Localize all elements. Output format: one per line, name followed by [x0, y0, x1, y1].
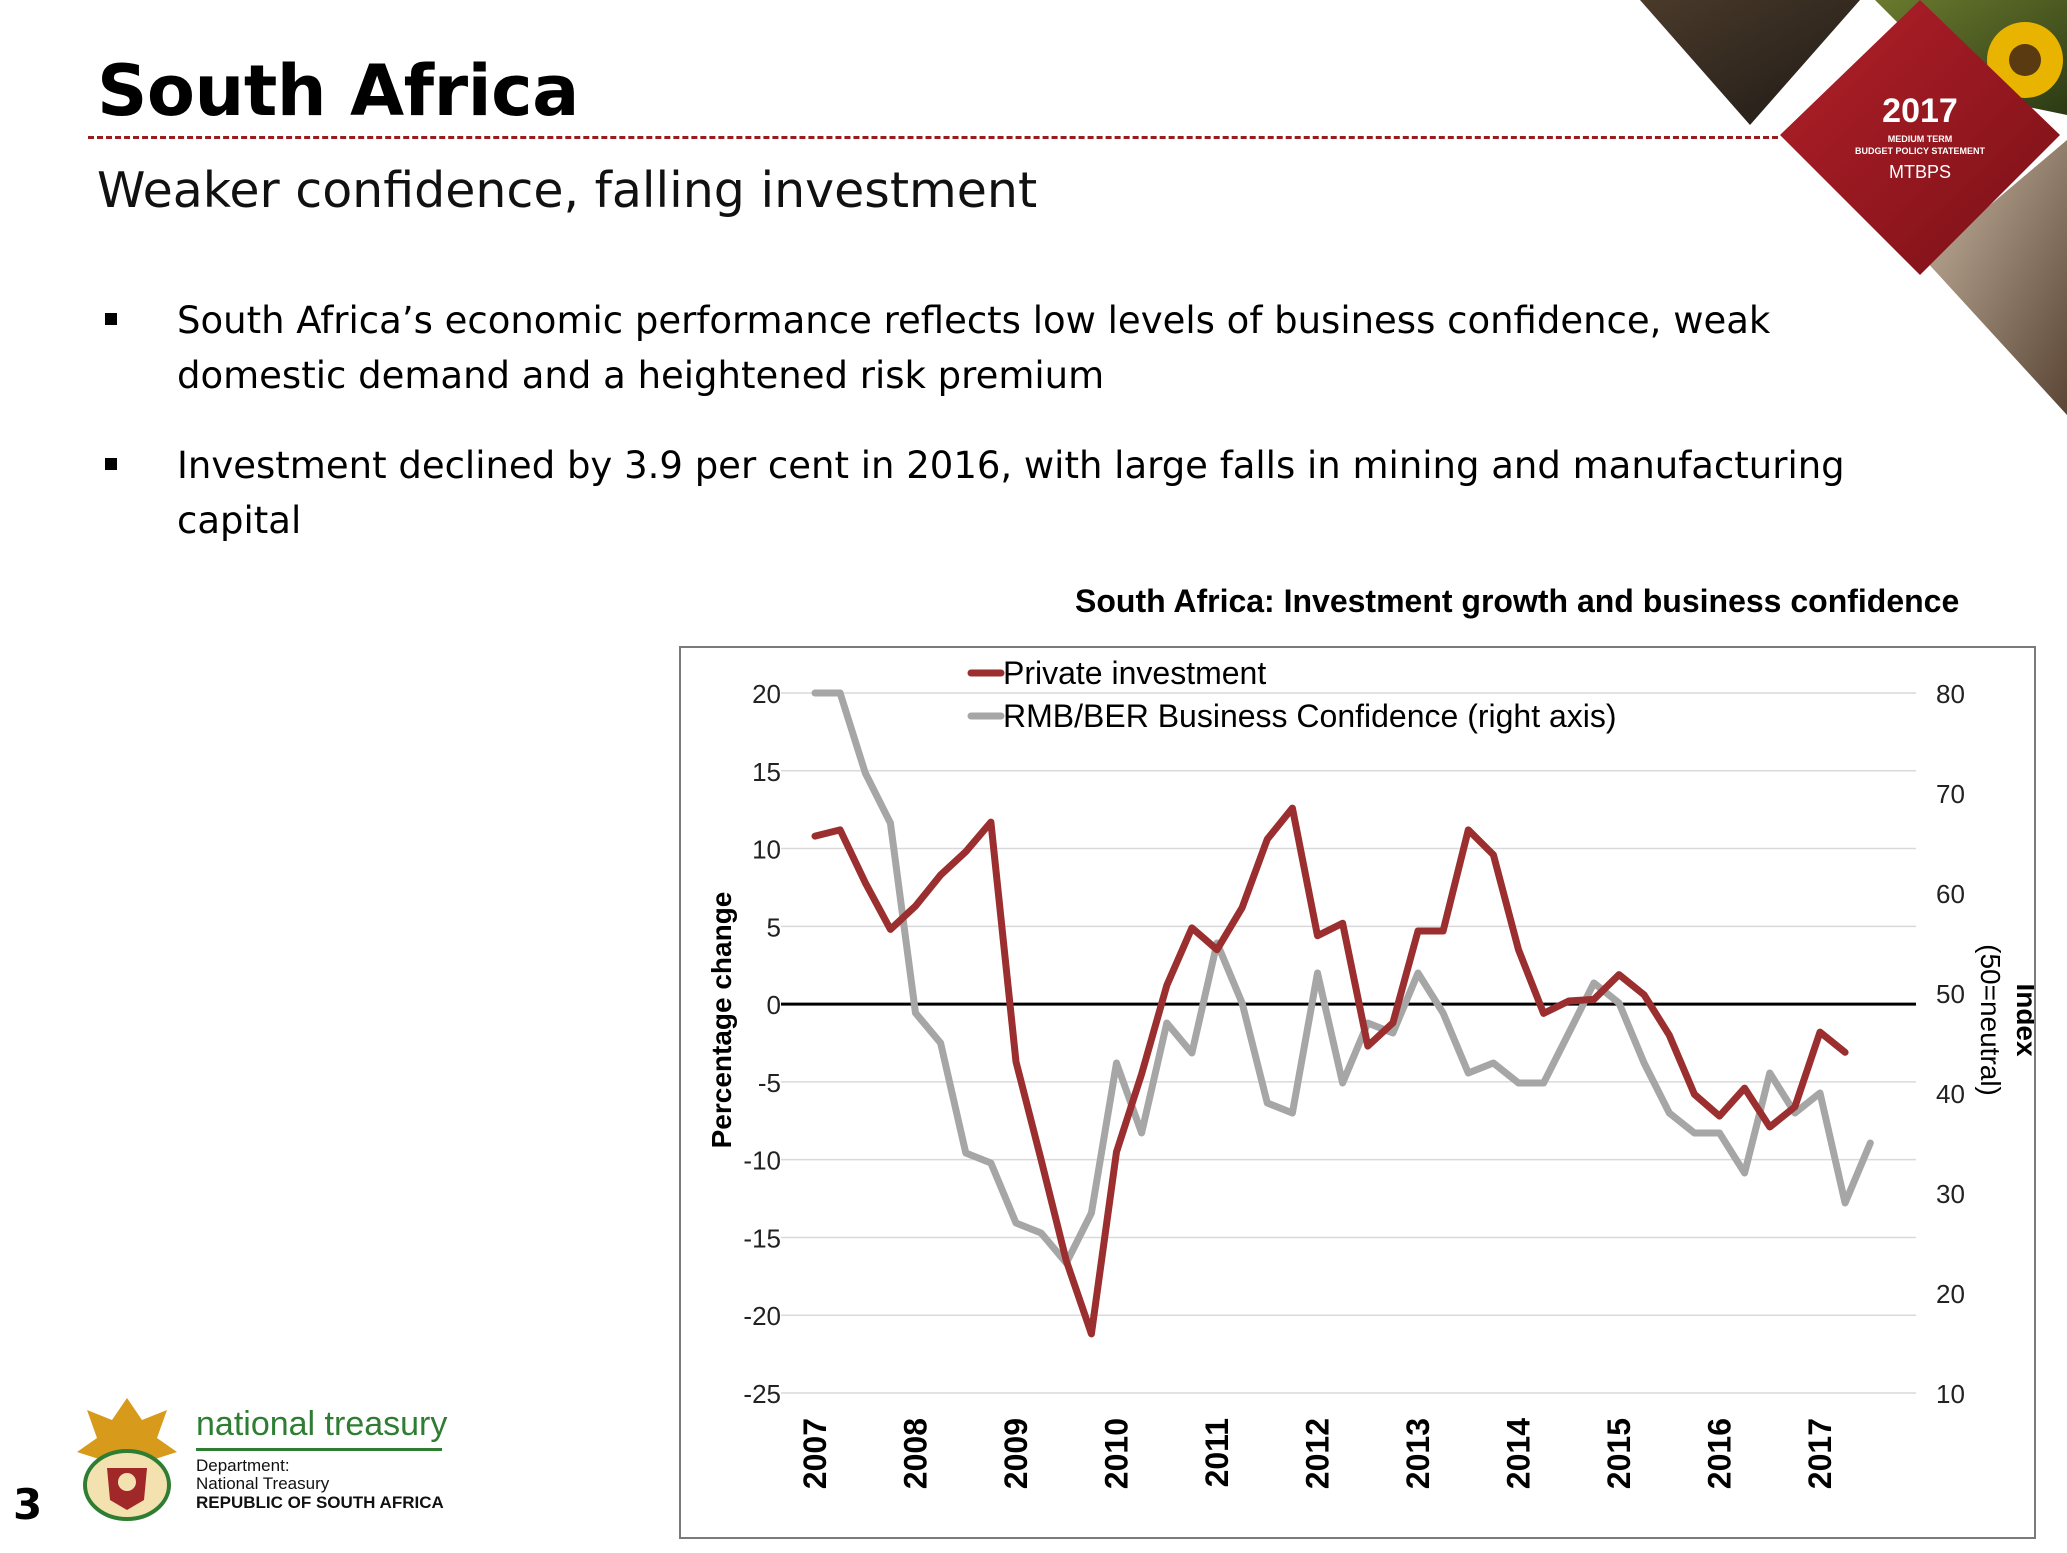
y-tick-label: -15	[743, 1223, 781, 1253]
mtbps-line1: MEDIUM TERM	[1888, 134, 1953, 144]
y2-tick-label: 70	[1936, 779, 1965, 809]
y-tick-label: 15	[752, 757, 781, 787]
x-tick-label: 2013	[1400, 1418, 1436, 1489]
slide-title: South Africa	[97, 50, 579, 132]
x-tick-label: 2011	[1199, 1418, 1235, 1487]
chart-frame: 20 15 10 5 0 -5 -10 -15 -20 -25 80 70 60 50 40 30 20 10 20…	[679, 646, 2036, 1539]
treasury-wordmark: national treasury	[196, 1405, 448, 1443]
treasury-sub: National Treasury	[196, 1474, 330, 1493]
y2-tick-label: 60	[1936, 879, 1965, 909]
bullet-square-icon	[105, 458, 117, 470]
slide-number: 3	[13, 1480, 43, 1529]
gridlines	[781, 692, 1916, 1394]
y-tick-label: 10	[752, 835, 781, 865]
x-tick-label: 2017	[1802, 1418, 1838, 1489]
mtbps-logo: 2017 MEDIUM TERM BUDGET POLICY STATEMENT…	[1640, 0, 2067, 415]
x-tick-label: 2015	[1601, 1418, 1637, 1489]
legend: Private investment RMB/BER Business Confi…	[967, 655, 1617, 734]
x-tick-label: 2007	[797, 1418, 833, 1489]
bullet-text: Investment declined by 3.9 per cent in 2…	[177, 444, 1845, 542]
y-tick-label: -10	[743, 1146, 781, 1176]
x-tick-label: 2014	[1501, 1418, 1537, 1489]
y-tick-label: 0	[767, 990, 781, 1020]
y2-axis-label: Index	[2011, 983, 2034, 1057]
treasury-country: REPUBLIC OF SOUTH AFRICA	[196, 1493, 444, 1512]
line-chart: 20151050-5-10-15-20-25807060504030201020…	[706, 655, 2034, 1489]
y-tick-label: 20	[752, 679, 781, 709]
y-tick-label: 5	[767, 912, 781, 942]
y2-tick-label: 40	[1936, 1079, 1965, 1109]
y2-tick-label: 20	[1936, 1279, 1965, 1309]
treasury-rule	[196, 1448, 442, 1451]
series-line-business-confidence	[811, 689, 1874, 1267]
y2-tick-label: 50	[1936, 979, 1965, 1009]
photo-tile-children	[1640, 0, 1860, 125]
y-tick-label: -20	[743, 1301, 781, 1331]
axes: 20151050-5-10-15-20-25807060504030201020…	[743, 679, 1965, 1489]
series-line-private-investment	[811, 804, 1849, 1338]
bullet-square-icon	[105, 313, 117, 325]
treasury-dept: Department:	[196, 1456, 290, 1475]
mtbps-year: 2017	[1882, 92, 1958, 130]
x-tick-label: 2012	[1300, 1418, 1336, 1489]
legend-label: Private investment	[1003, 655, 1266, 691]
y2-tick-label: 10	[1936, 1379, 1965, 1409]
coat-of-arms-icon	[77, 1398, 177, 1521]
y-tick-label: -25	[743, 1379, 781, 1409]
legend-label: RMB/BER Business Confidence (right axis)	[1003, 698, 1617, 734]
x-tick-label: 2009	[998, 1418, 1034, 1489]
chart-title: South Africa: Investment growth and busi…	[1075, 583, 1960, 619]
mtbps-abbr: MTBPS	[1889, 162, 1951, 182]
bullet-text: South Africa’s economic performance refl…	[177, 299, 1771, 397]
photo-tile-scientist	[1925, 140, 2067, 415]
sunflower-center-icon	[2009, 44, 2041, 76]
series-layer	[811, 689, 1874, 1338]
y2-axis-sublabel: (50=neutral)	[1975, 944, 2006, 1096]
mtbps-red-diamond	[1780, 0, 2060, 275]
x-tick-label: 2016	[1702, 1418, 1738, 1489]
title-divider	[88, 136, 1778, 139]
y2-tick-label: 30	[1936, 1179, 1965, 1209]
x-tick-label: 2008	[898, 1418, 934, 1489]
y-axis-label: Percentage change	[706, 892, 737, 1149]
slide-subtitle: Weaker confidence, falling investment	[97, 162, 1038, 219]
y-tick-label: -5	[758, 1068, 781, 1098]
mtbps-line2: BUDGET POLICY STATEMENT	[1855, 146, 1986, 156]
x-tick-label: 2010	[1099, 1418, 1135, 1489]
y2-tick-label: 80	[1936, 679, 1965, 709]
